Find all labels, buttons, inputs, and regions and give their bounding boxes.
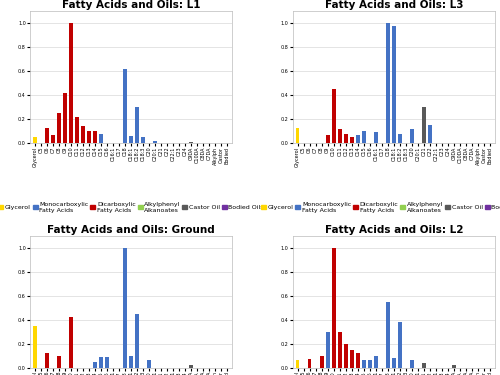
Bar — [374, 356, 378, 368]
Title: Fatty Acids and Oils: L1: Fatty Acids and Oils: L1 — [62, 0, 200, 10]
Bar — [410, 360, 414, 368]
Bar — [386, 302, 390, 368]
Bar — [99, 357, 103, 368]
Title: Fatty Acids and Oils: L3: Fatty Acids and Oils: L3 — [324, 0, 463, 10]
Bar — [75, 117, 78, 143]
Bar — [93, 362, 97, 368]
Bar — [57, 113, 60, 143]
Bar — [296, 128, 300, 143]
Bar — [344, 344, 348, 368]
Bar — [99, 134, 103, 143]
Bar — [344, 134, 348, 143]
Title: Fatty Acids and Oils: Ground: Fatty Acids and Oils: Ground — [47, 225, 215, 235]
Bar — [45, 128, 48, 143]
Bar — [308, 359, 312, 368]
Bar — [33, 137, 36, 143]
Bar — [422, 363, 426, 368]
Bar — [398, 134, 402, 143]
Bar — [57, 356, 60, 368]
Bar — [63, 93, 66, 143]
Bar — [190, 365, 193, 368]
Legend: Glycerol, Monocarboxylic
Fatty Acids, Dicarboxylic
Fatty Acids, Alkylphenyl
Alka: Glycerol, Monocarboxylic Fatty Acids, Di… — [0, 202, 264, 213]
Bar — [326, 135, 330, 143]
Bar — [296, 360, 300, 368]
Bar — [368, 360, 372, 368]
Bar — [154, 141, 157, 143]
Bar — [136, 107, 139, 143]
Bar — [326, 344, 330, 368]
Bar — [57, 113, 60, 143]
Bar — [332, 89, 336, 143]
Bar — [130, 136, 133, 143]
Bar — [69, 23, 72, 143]
Bar — [356, 353, 360, 368]
Bar — [392, 26, 396, 143]
Bar — [124, 248, 127, 368]
Bar — [356, 135, 360, 143]
Bar — [63, 93, 66, 143]
Bar — [362, 131, 366, 143]
Bar — [452, 365, 456, 368]
Bar — [190, 142, 193, 143]
Bar — [51, 135, 54, 143]
Bar — [105, 357, 109, 368]
Bar — [87, 131, 91, 143]
Bar — [398, 322, 402, 368]
Bar — [350, 137, 354, 143]
Bar — [338, 129, 342, 143]
Bar — [81, 126, 85, 143]
Bar — [142, 137, 145, 143]
Bar — [350, 350, 354, 368]
Bar — [93, 131, 97, 143]
Bar — [124, 69, 127, 143]
Bar — [410, 129, 414, 143]
Bar — [392, 358, 396, 368]
Legend: Glycerol, Monocarboxylic
Fatty Acids, Dicarboxylic
Fatty Acids, Alkylphenyl
Alka: Glycerol, Monocarboxylic Fatty Acids, Di… — [261, 202, 500, 213]
Bar — [320, 356, 324, 368]
Title: Fatty Acids and Oils: L2: Fatty Acids and Oils: L2 — [324, 225, 463, 235]
Bar — [422, 107, 426, 143]
Bar — [428, 125, 432, 143]
Bar — [136, 314, 139, 368]
Bar — [338, 332, 342, 368]
Bar — [386, 23, 390, 143]
Bar — [33, 326, 36, 368]
Bar — [69, 317, 72, 368]
Bar — [362, 360, 366, 368]
Bar — [326, 332, 330, 368]
Bar — [374, 132, 378, 143]
Bar — [45, 353, 48, 368]
Bar — [130, 356, 133, 368]
Bar — [332, 248, 336, 368]
Bar — [148, 360, 151, 368]
